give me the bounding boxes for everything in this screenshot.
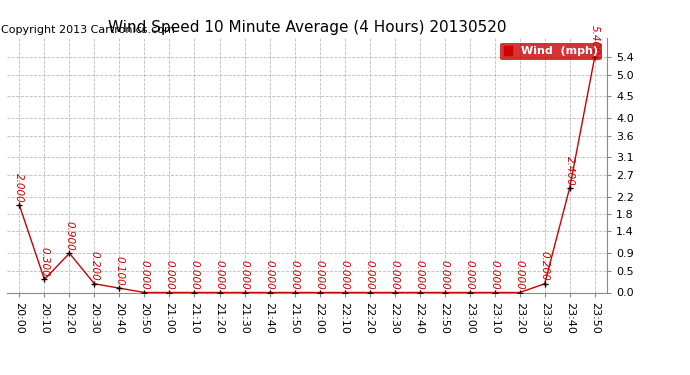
Text: 0.200: 0.200	[540, 251, 550, 281]
Text: 2.400: 2.400	[564, 156, 575, 185]
Text: 0.000: 0.000	[390, 260, 400, 290]
Text: 0.200: 0.200	[90, 251, 99, 281]
Text: 0.000: 0.000	[315, 260, 324, 290]
Text: 0.000: 0.000	[364, 260, 375, 290]
Text: 5.400: 5.400	[590, 25, 600, 54]
Text: 0.300: 0.300	[39, 247, 50, 277]
Text: 0.000: 0.000	[464, 260, 475, 290]
Text: 0.000: 0.000	[415, 260, 424, 290]
Text: 0.000: 0.000	[239, 260, 250, 290]
Text: Copyright 2013 Cartronics.com: Copyright 2013 Cartronics.com	[1, 25, 175, 35]
Text: 0.000: 0.000	[190, 260, 199, 290]
Text: 0.000: 0.000	[440, 260, 450, 290]
Text: 0.100: 0.100	[115, 256, 124, 285]
Text: 0.000: 0.000	[264, 260, 275, 290]
Text: 0.000: 0.000	[164, 260, 175, 290]
Text: 0.900: 0.900	[64, 221, 75, 251]
Text: 0.000: 0.000	[290, 260, 299, 290]
Text: 0.000: 0.000	[139, 260, 150, 290]
Text: 0.000: 0.000	[215, 260, 224, 290]
Legend: Wind  (mph): Wind (mph)	[500, 43, 602, 60]
Text: 0.000: 0.000	[490, 260, 500, 290]
Title: Wind Speed 10 Minute Average (4 Hours) 20130520: Wind Speed 10 Minute Average (4 Hours) 2…	[108, 20, 506, 35]
Text: 2.000: 2.000	[14, 173, 24, 203]
Text: 0.000: 0.000	[515, 260, 524, 290]
Text: 0.000: 0.000	[339, 260, 350, 290]
